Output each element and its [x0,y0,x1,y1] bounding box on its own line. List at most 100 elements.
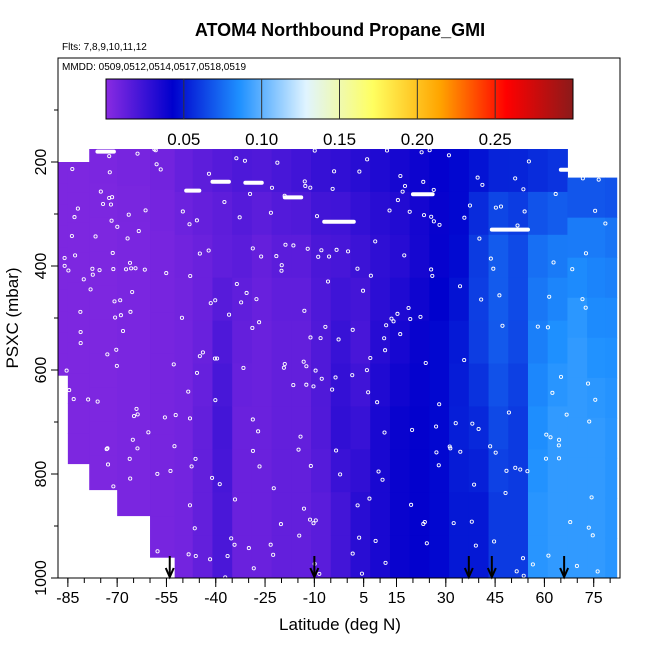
sample-point [384,148,390,153]
heatmap-cell [330,535,352,578]
sample-point [155,471,160,476]
sample-point [325,279,331,284]
x-tick-label: 15 [388,590,406,607]
sample-point [129,266,134,271]
sample-point [431,187,436,192]
heatmap-cell [174,363,194,407]
heatmap-cell [330,320,352,364]
sample-point [311,521,316,526]
sample-point [543,456,549,461]
sample-point [206,171,212,176]
sample-point [313,368,318,373]
heatmap-cell [587,457,606,499]
heatmap-cell [429,492,450,536]
sample-point [109,218,114,223]
sample-point [364,368,369,373]
heatmap-cell [150,189,176,232]
heatmap-cell [468,449,490,493]
sample-point [564,412,569,417]
sample-point [90,272,95,277]
heatmap-cell [291,277,312,322]
sample-point [269,185,275,190]
heatmap-cell [271,363,292,407]
heatmap-cell [409,449,430,493]
sample-point [114,363,119,368]
heatmap-cell [117,295,151,333]
heatmap-cell [605,257,618,299]
heatmap-cell [174,234,194,279]
sample-point [583,251,589,256]
heatmap-cell [508,320,529,364]
heatmap-cell [389,449,411,493]
sample-point [530,562,535,567]
sample-point [234,281,239,287]
heatmap-cell [449,234,470,279]
sample-point [558,374,564,379]
sample-point [114,347,119,352]
sample-point [69,233,74,239]
sample-point [189,464,194,469]
sample-point [492,539,497,544]
sample-point [281,365,286,370]
heatmap-cell [547,234,568,279]
sample-point [319,248,324,253]
colorbar-tick-label: 0.15 [323,130,356,149]
heatmap-cell [389,492,411,536]
heatmap-cell [429,406,450,450]
heatmap-cell [89,387,118,422]
sample-point [338,472,343,477]
sample-point [521,573,526,578]
sample-point [467,203,472,208]
heatmap-cell [251,492,273,536]
heatmap-cell [429,234,450,279]
heatmap-cell [508,492,529,536]
sample-point [503,491,508,496]
sample-point [164,271,169,276]
heatmap-cell [587,217,606,259]
sample-point [256,429,261,434]
sample-point [491,266,496,271]
heatmap-cell [468,406,490,450]
sample-point [254,297,259,302]
sample-point [241,365,246,370]
heatmap-cell [117,405,151,443]
sample-point [421,213,427,218]
sample-point [95,399,100,404]
heatmap-cell [192,363,213,407]
heatmap-cell [587,257,606,299]
sample-point [187,222,192,227]
sample-point [544,432,549,437]
sample-point [311,384,316,389]
sample-point [98,189,103,194]
heatmap-cell [429,535,450,578]
heatmap-cell [370,406,391,450]
sample-point [506,410,511,415]
heatmap-cell [192,191,213,236]
heatmap-cell [587,377,606,419]
sample-point [480,182,485,187]
sample-point [197,354,202,359]
sample-point [86,397,91,402]
heatmap-cell [291,406,312,450]
sample-point [308,335,313,340]
sample-point [297,533,302,538]
heatmap-cell [350,535,371,578]
sample-point [383,560,388,565]
heatmap-cell [350,363,371,407]
heatmap-cell [547,406,568,450]
colorbar-ticks: 0.05 0.10 0.15 0.20 0.25 [167,79,512,149]
heatmap-cell [251,363,273,407]
sample-point [355,266,360,271]
sample-point [373,239,378,244]
sample-point [488,444,493,449]
sample-point [462,358,467,363]
sample-point [520,556,526,561]
heatmap-cell [311,234,332,279]
sample-point [104,447,109,452]
sample-point [434,424,439,429]
sample-point [389,316,394,321]
chart-title: ATOM4 Northbound Propane_GMI [195,20,485,40]
heatmap-cell [567,297,588,339]
sample-point [395,311,400,316]
heatmap-cell [67,342,90,374]
